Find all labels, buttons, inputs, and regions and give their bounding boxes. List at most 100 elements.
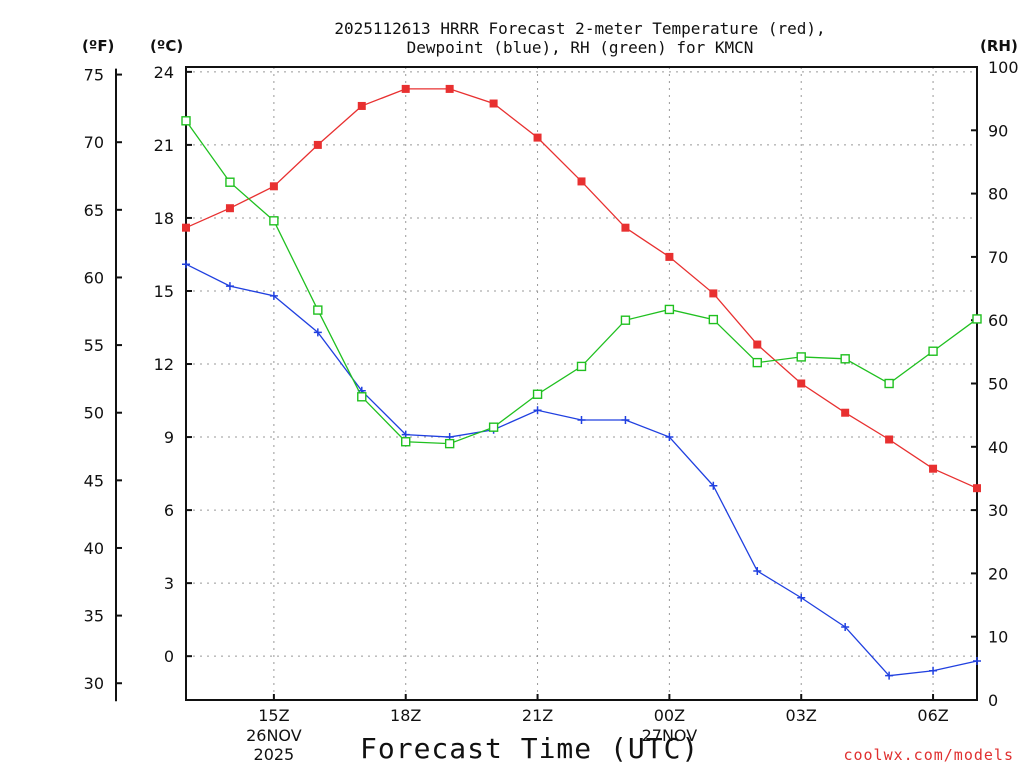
fahrenheit-tick-label: 50	[84, 404, 104, 423]
rh-point	[269, 216, 279, 226]
dewpoint-point	[182, 260, 190, 269]
rh-tick-label: 40	[988, 438, 1008, 457]
fahrenheit-tick-label: 30	[84, 674, 104, 693]
dewpoint-point	[665, 433, 674, 442]
temperature-point	[489, 99, 498, 108]
celsius-tick-label: 15	[154, 282, 174, 301]
x-tick-label: 21Z	[522, 706, 553, 725]
dewpoint-point	[577, 416, 586, 425]
rh-point	[840, 354, 850, 364]
x-tick-label: 06Z	[917, 706, 948, 725]
rh-point	[752, 357, 762, 368]
celsius-tick-label: 3	[164, 574, 174, 593]
temperature-point	[269, 182, 278, 191]
dewpoint-point	[973, 657, 981, 666]
fahrenheit-tick-label: 55	[84, 336, 104, 355]
x-axis-title: Forecast Time (UTC)	[360, 732, 700, 765]
temperature-point	[182, 223, 190, 232]
celsius-tick-label: 0	[164, 647, 174, 666]
temperature-point	[621, 223, 630, 232]
rh-point	[444, 438, 455, 449]
date-day-label: 27NOV	[642, 726, 698, 745]
credit-text: coolwx.com/models	[843, 746, 1014, 764]
temperature-point	[709, 289, 718, 298]
temperature-point	[753, 340, 762, 349]
rh-tick-label: 70	[988, 248, 1008, 267]
temperature-point	[973, 484, 981, 493]
fahrenheit-tick-label: 65	[84, 201, 104, 220]
rh-point	[401, 437, 411, 447]
dewpoint-point	[533, 406, 542, 415]
rh-unit-label: (RH)	[980, 37, 1018, 55]
rh-tick-label: 30	[988, 501, 1008, 520]
fahrenheit-tick-label: 60	[84, 268, 104, 287]
rh-point	[532, 389, 543, 399]
x-tick-label: 03Z	[786, 706, 817, 725]
rh-tick-label: 0	[988, 691, 998, 710]
celsius-tick-label: 21	[154, 136, 174, 155]
x-tick-label: 15Z	[258, 706, 289, 725]
dewpoint-series-line	[185, 263, 978, 677]
celsius-tick-label: 18	[154, 209, 174, 228]
celsius-tick-label: 6	[164, 501, 174, 520]
temperature-point	[841, 408, 850, 417]
temperature-point	[357, 101, 366, 110]
fahrenheit-tick-label: 45	[84, 471, 104, 490]
fahrenheit-tick-label: 35	[84, 607, 104, 626]
rh-point	[488, 422, 499, 432]
chart-title-line2: Dewpoint (blue), RH (green) for KMCN	[406, 38, 754, 57]
rh-point	[708, 314, 719, 325]
rh-tick-label: 50	[988, 375, 1008, 394]
temperature-series-line	[185, 88, 978, 489]
temperature-point	[401, 84, 410, 93]
dewpoint-point	[929, 666, 938, 675]
temperature-point	[577, 177, 586, 186]
rh-tick-label: 100	[988, 58, 1019, 77]
chart-title-line1: 2025112613 HRRR Forecast 2-meter Tempera…	[334, 19, 826, 38]
dewpoint-point	[885, 671, 894, 680]
rh-point	[972, 314, 982, 324]
dewpoint-point	[225, 282, 234, 291]
temperature-point	[533, 133, 542, 142]
rh-tick-label: 80	[988, 185, 1008, 204]
dewpoint-point	[753, 566, 762, 575]
rh-point	[181, 116, 191, 126]
rh-point	[357, 392, 367, 402]
celsius-unit-label: (ºC)	[150, 37, 184, 55]
rh-point	[620, 315, 631, 325]
rh-point	[576, 361, 587, 372]
celsius-tick-label: 24	[154, 63, 174, 82]
rh-tick-label: 10	[988, 628, 1008, 647]
rh-point	[928, 346, 938, 356]
rh-tick-label: 90	[988, 121, 1008, 140]
temperature-point	[445, 84, 454, 93]
fahrenheit-tick-label: 40	[84, 539, 104, 558]
fahrenheit-tick-label: 70	[84, 133, 104, 152]
fahrenheit-tick-label: 75	[84, 66, 104, 85]
dewpoint-point	[709, 481, 718, 490]
dewpoint-point	[621, 416, 630, 425]
temperature-point	[797, 379, 806, 388]
x-tick-label: 18Z	[390, 706, 421, 725]
temperature-point	[665, 252, 674, 261]
rh-point	[313, 305, 323, 315]
rh-point	[884, 378, 894, 389]
dewpoint-point	[841, 622, 850, 631]
temperature-point	[885, 435, 894, 444]
temperature-point	[929, 464, 938, 473]
rh-series-line	[185, 120, 978, 445]
rh-point	[664, 304, 675, 315]
plot-frame	[185, 66, 978, 701]
dewpoint-point	[269, 291, 278, 300]
temperature-point	[313, 140, 322, 149]
celsius-tick-label: 9	[164, 428, 174, 447]
date-year-label: 2025	[254, 745, 295, 764]
dewpoint-point	[313, 328, 322, 337]
date-day-label: 26NOV	[246, 726, 302, 745]
rh-point	[225, 177, 235, 187]
celsius-tick-label: 12	[154, 355, 174, 374]
rh-tick-label: 20	[988, 564, 1008, 583]
rh-point	[796, 352, 806, 362]
x-tick-label: 00Z	[654, 706, 685, 725]
